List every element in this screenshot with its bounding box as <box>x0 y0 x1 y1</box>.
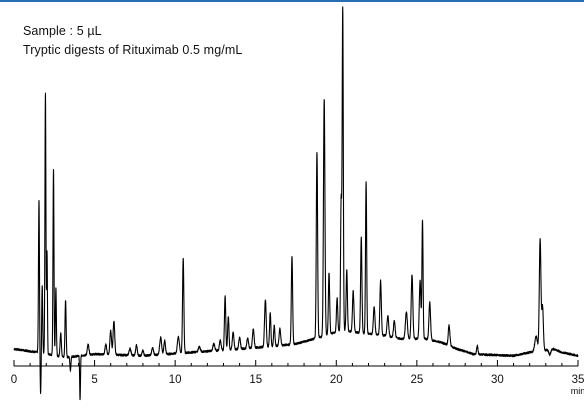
x-tick-label: 5 <box>91 374 97 386</box>
top-accent-rule <box>0 0 584 2</box>
x-tick-label: 0 <box>11 374 17 386</box>
x-tick-label: 35 <box>572 374 584 386</box>
sample-description-annotation: Tryptic digests of Rituximab 0.5 mg/mL <box>23 43 243 57</box>
chromatogram-trace <box>13 6 579 401</box>
x-tick-label: 15 <box>249 374 262 386</box>
x-tick-label: 20 <box>330 374 343 386</box>
chromatogram-line <box>13 6 579 401</box>
x-tick-label: 10 <box>169 374 182 386</box>
x-axis-unit-label: min <box>571 386 584 396</box>
sample-volume-annotation: Sample : 5 µL <box>23 24 102 38</box>
x-tick-label: 30 <box>491 374 504 386</box>
x-tick-label: 25 <box>410 374 423 386</box>
